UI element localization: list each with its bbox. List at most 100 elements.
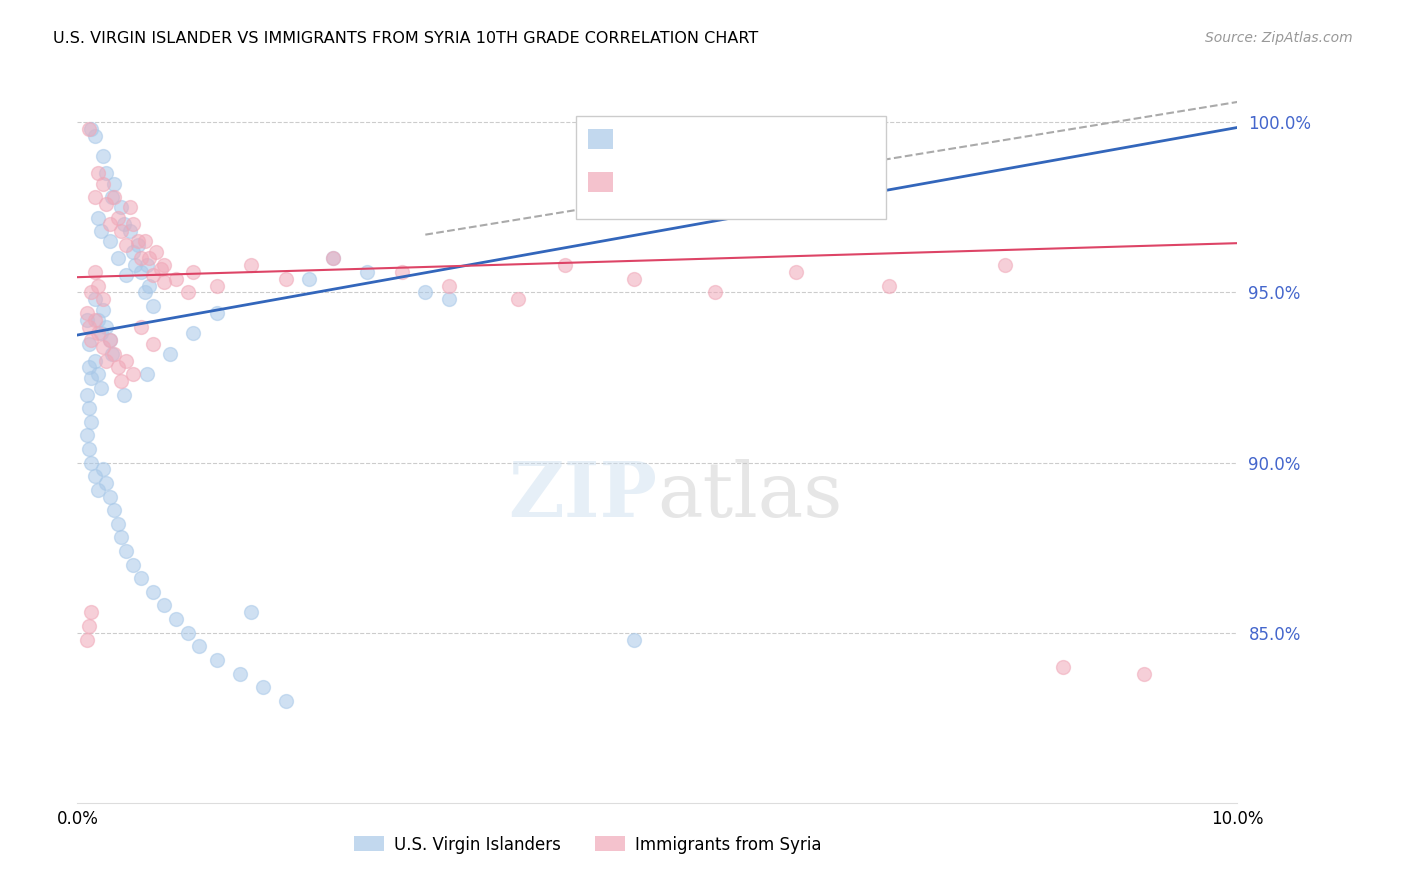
Point: [149, 261, 172, 276]
Point: [80, 333, 103, 347]
Point: [83, 312, 105, 326]
Point: [176, 625, 198, 640]
Point: [136, 258, 159, 272]
Point: [77, 401, 100, 416]
Point: [80, 605, 103, 619]
Point: [623, 632, 645, 647]
Point: [98, 333, 121, 347]
Point: [118, 201, 141, 215]
Text: R =: R =: [623, 134, 659, 152]
Point: [91, 302, 114, 317]
Point: [877, 278, 901, 293]
Point: [83, 293, 105, 307]
Point: [96, 475, 118, 490]
Point: [115, 268, 138, 283]
Point: [98, 490, 121, 504]
Point: [188, 640, 211, 654]
Point: [83, 265, 105, 279]
Point: [83, 353, 105, 368]
Point: [153, 275, 176, 289]
Point: [153, 599, 176, 613]
Point: [87, 483, 110, 497]
Point: [129, 252, 152, 266]
Point: [76, 632, 98, 647]
Point: [122, 558, 145, 572]
Point: [87, 367, 110, 381]
Point: [87, 326, 110, 341]
Point: [112, 218, 135, 232]
Point: [623, 272, 645, 286]
Point: [107, 252, 129, 266]
Point: [122, 218, 145, 232]
Point: [142, 336, 165, 351]
Point: [205, 306, 228, 320]
Point: [118, 224, 141, 238]
Point: [240, 605, 263, 619]
Point: [110, 201, 132, 215]
Point: [96, 319, 118, 334]
Point: [103, 177, 125, 191]
Point: [83, 469, 105, 483]
Point: [704, 285, 727, 300]
Point: [142, 268, 165, 283]
Point: [91, 293, 114, 307]
Point: [554, 258, 576, 272]
Point: [1052, 659, 1074, 673]
Legend: U.S. Virgin Islanders, Immigrants from Syria: U.S. Virgin Islanders, Immigrants from S…: [347, 829, 828, 860]
Point: [80, 370, 103, 384]
Text: R =: R =: [623, 177, 659, 194]
Point: [138, 278, 160, 293]
Point: [205, 653, 228, 667]
Point: [129, 319, 152, 334]
Point: [101, 347, 124, 361]
Point: [142, 585, 165, 599]
Text: 74: 74: [778, 134, 801, 152]
Point: [77, 442, 100, 456]
Point: [274, 272, 298, 286]
Point: [356, 265, 378, 279]
Point: [142, 299, 165, 313]
Point: [205, 278, 228, 293]
Point: [183, 265, 205, 279]
Point: [159, 347, 181, 361]
Point: [183, 326, 205, 341]
Point: [91, 462, 114, 476]
Point: [124, 258, 146, 272]
Point: [129, 265, 152, 279]
Point: [129, 571, 152, 585]
Point: [165, 612, 187, 626]
Point: [76, 387, 98, 401]
Point: [98, 235, 121, 249]
Point: [77, 319, 100, 334]
Point: [107, 211, 129, 225]
Point: [80, 415, 103, 429]
Text: 0.197: 0.197: [658, 134, 710, 152]
Point: [107, 516, 129, 531]
Point: [77, 360, 100, 375]
Point: [87, 312, 110, 326]
Point: [76, 428, 98, 442]
Point: [87, 278, 110, 293]
Point: [98, 218, 121, 232]
Point: [110, 374, 132, 388]
Point: [101, 190, 124, 204]
Point: [115, 353, 138, 368]
Point: [103, 190, 125, 204]
Point: [76, 312, 98, 326]
Point: [103, 503, 125, 517]
Point: [785, 265, 807, 279]
Point: [77, 619, 100, 633]
Point: [91, 149, 114, 163]
Point: [76, 306, 98, 320]
Point: [96, 197, 118, 211]
Text: 61: 61: [778, 177, 800, 194]
Point: [391, 265, 413, 279]
Point: [115, 544, 138, 558]
Point: [134, 235, 156, 249]
Point: [321, 252, 344, 266]
Point: [96, 166, 118, 180]
Point: [77, 336, 100, 351]
Point: [274, 694, 298, 708]
Point: [127, 235, 149, 249]
Point: [506, 293, 529, 307]
